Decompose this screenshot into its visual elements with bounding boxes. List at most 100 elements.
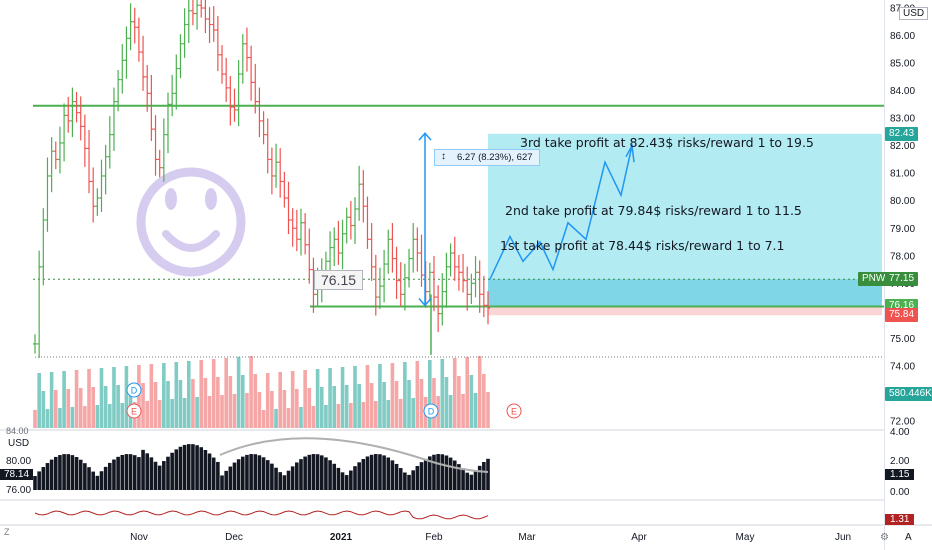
osc-bar <box>432 454 436 490</box>
volume-bar <box>324 405 328 428</box>
osc-bar <box>295 462 299 490</box>
volume-bar <box>178 380 183 428</box>
volume-bar <box>103 386 108 428</box>
volume-bar <box>207 396 212 428</box>
smiley-eye-left <box>165 188 177 210</box>
volume-bar <box>469 375 474 428</box>
volume-bar <box>99 368 104 428</box>
measure-arrow-head-bottom <box>418 297 432 307</box>
take-profit-3-annotation: 3rd take profit at 82.43$ risks/reward 1… <box>520 135 814 150</box>
osc-value-left: 78.14 <box>0 469 34 480</box>
osc-axis-76: 76.00 <box>6 485 32 496</box>
volume-bar <box>403 362 407 428</box>
volume-bar <box>286 408 291 428</box>
bottom-pane-line <box>34 510 489 520</box>
event-badge-label: D <box>428 407 435 417</box>
take-profit-1-annotation: 1st take profit at 78.44$ risks/reward 1… <box>500 238 785 253</box>
volume-bar <box>87 369 91 428</box>
volume-bar <box>228 376 233 428</box>
osc-right-zero: 0.00 <box>890 487 910 498</box>
osc-bar <box>436 454 440 490</box>
volume-bar <box>303 370 307 428</box>
volume-bar <box>153 382 158 428</box>
price-tag-8243: 82.43 <box>885 126 919 141</box>
volume-bar <box>465 357 470 428</box>
osc-bar <box>70 455 75 490</box>
volume-bar <box>278 372 283 428</box>
price-tick-80.00: 80.00 <box>890 196 915 207</box>
volume-bar <box>49 372 54 428</box>
price-tag-7584: 75.84 <box>885 308 919 323</box>
volume-bar <box>66 389 71 428</box>
osc-bar <box>469 474 474 490</box>
osc-bar <box>249 454 253 490</box>
settings-gear-icon[interactable]: ⚙ <box>880 532 889 543</box>
osc-bar <box>315 454 320 490</box>
profit-zone-inner <box>488 279 882 307</box>
osc-bar <box>386 457 391 490</box>
loss-zone <box>488 306 882 316</box>
volume-bar <box>432 378 436 428</box>
currency-label[interactable]: USD <box>899 7 929 20</box>
osc-bar <box>299 459 303 490</box>
measure-value: 6.27 (8.23%), 627 <box>457 152 533 163</box>
price-tick-74.00: 74.00 <box>890 361 915 372</box>
event-badge <box>506 403 522 419</box>
volume-bar <box>186 361 191 428</box>
osc-bar <box>166 456 170 490</box>
osc-bar <box>78 459 83 490</box>
osc-bar <box>448 457 453 490</box>
volume-bar <box>344 385 349 428</box>
osc-bar <box>290 466 295 490</box>
price-tag-580446k: 580.446K <box>885 387 932 401</box>
volume-bar <box>373 401 378 428</box>
volume-bar <box>166 381 170 428</box>
osc-bar <box>473 470 478 490</box>
osc-bar <box>457 464 461 490</box>
price-callout[interactable]: 76.15 <box>314 270 364 290</box>
osc-axis-80: 80.00 <box>6 456 32 467</box>
osc-bar <box>349 470 353 490</box>
volume-bar <box>120 403 125 428</box>
osc-bar <box>332 463 337 490</box>
osc-bar <box>307 454 312 490</box>
osc-bar <box>216 461 220 490</box>
price-tick-79.00: 79.00 <box>890 224 915 235</box>
price-tag-pnw: PNW <box>858 272 890 287</box>
price-tick-72.00: 72.00 <box>890 417 915 428</box>
volume-bar <box>411 398 415 428</box>
volume-bar <box>270 391 274 428</box>
osc-bar <box>444 455 449 490</box>
osc-bar <box>411 470 415 490</box>
smiley-face-icon <box>136 167 246 277</box>
time-tick-2021: 2021 <box>330 532 353 543</box>
osc-bar <box>407 474 411 490</box>
osc-bar <box>428 456 432 490</box>
osc-bar <box>340 472 345 490</box>
osc-bar <box>245 454 249 490</box>
volume-bar <box>37 373 41 428</box>
event-badge-label: E <box>131 407 137 417</box>
auto-scale-button[interactable]: A <box>905 532 912 543</box>
volume-bar <box>336 404 341 428</box>
osc-bar <box>137 457 141 490</box>
osc-bar <box>149 457 154 490</box>
osc-bar <box>278 472 283 490</box>
osc-bar <box>178 446 183 490</box>
osc-bar <box>232 462 237 490</box>
timezone-button[interactable]: Z <box>4 527 10 537</box>
volume-bar <box>440 359 445 428</box>
osc-bar <box>228 466 233 490</box>
volume-bar <box>419 379 424 428</box>
osc-bar <box>112 459 116 490</box>
volume-bar <box>162 363 166 428</box>
osc-bar <box>236 459 241 490</box>
volume-bar <box>174 362 179 428</box>
volume-bar <box>249 356 253 428</box>
measure-label[interactable]: ↕ 6.27 (8.23%), 627 <box>434 149 540 166</box>
volume-bar <box>149 364 154 428</box>
event-badge <box>423 403 439 419</box>
volume-bar <box>116 385 120 428</box>
